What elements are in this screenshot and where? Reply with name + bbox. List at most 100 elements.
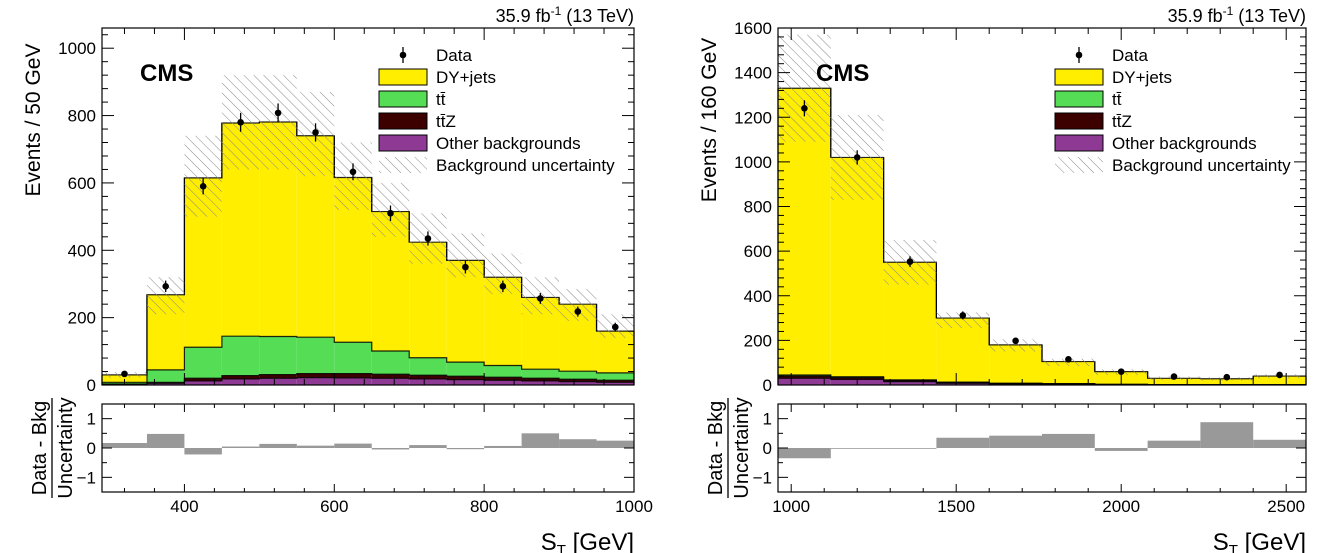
- histogram-bar: [409, 357, 447, 376]
- histogram-bar: [334, 373, 372, 378]
- histogram-bar: [221, 375, 260, 379]
- data-point: [199, 182, 207, 190]
- ratio-bar: [409, 445, 447, 448]
- legend-entry: DY+jets: [1112, 68, 1172, 87]
- ratio-bar: [596, 440, 634, 448]
- histogram-bar: [446, 362, 485, 377]
- x-label-subscript: T: [1229, 542, 1238, 553]
- ratio-y-label-denominator: Uncertainty: [55, 397, 77, 498]
- legend-swatch: [1054, 112, 1104, 130]
- legend-swatch: [378, 90, 428, 108]
- y-tick-label: 800: [744, 198, 772, 217]
- histogram-bar: [830, 377, 884, 380]
- data-point: [801, 105, 808, 112]
- legend-symbol: [378, 68, 428, 86]
- energy-label: (13 TeV): [1233, 6, 1306, 26]
- ratio-bar: [259, 443, 297, 448]
- legend-data-marker: [399, 51, 407, 59]
- y-tick-label: 1400: [734, 64, 772, 83]
- histogram-bar: [334, 377, 372, 385]
- legend-entry: tt̄: [1112, 90, 1122, 109]
- ratio-bar: [1094, 448, 1148, 451]
- y-tick-label: 1600: [734, 19, 772, 38]
- ratio-y-label-numerator: Data - Bkg: [29, 401, 51, 495]
- legend-entry: Other backgrounds: [1112, 134, 1257, 153]
- data-point: [387, 209, 394, 217]
- ratio-y-tick-label: −1: [77, 468, 96, 487]
- histogram-bar: [778, 378, 831, 385]
- data-point: [1012, 337, 1019, 345]
- x-tick-label: 400: [170, 497, 198, 516]
- ratio-y-tick-label: 1: [763, 410, 772, 429]
- x-label-main: S: [541, 529, 557, 553]
- legend-swatch: [378, 134, 428, 152]
- y-tick-label: 600: [744, 242, 772, 261]
- histogram-bar: [596, 382, 634, 385]
- histogram-bar: [936, 318, 990, 383]
- ratio-bar: [936, 437, 990, 448]
- histogram-bar: [446, 379, 485, 385]
- ratio-bar: [1253, 439, 1306, 448]
- histogram-bar: [409, 378, 447, 385]
- plot-frame: [101, 27, 635, 386]
- histogram-bar: [259, 378, 297, 385]
- histogram-bar: [146, 383, 185, 385]
- ratio-bar: [830, 448, 884, 449]
- stack-outline: [102, 335, 634, 383]
- legend-symbol: [1054, 68, 1104, 86]
- histogram-bar: [559, 379, 597, 382]
- histogram-bar: [596, 372, 634, 381]
- ratio-y-tick-label: 0: [763, 439, 772, 458]
- x-tick-label: 1000: [772, 497, 810, 516]
- y-axis: 0 200 400 600 800 1000: [58, 34, 634, 395]
- right-panel: 0 200 400 600 800 1000 1200 1400 1600 1000 1500 200…: [698, 4, 1307, 553]
- legend-symbol: [399, 47, 407, 63]
- ratio-y-label-numerator: Data - Bkg: [705, 401, 727, 495]
- histogram-bar: [936, 383, 990, 385]
- histogram-bar: [296, 377, 335, 385]
- legend-symbol: [379, 157, 427, 173]
- data-point: [853, 154, 861, 161]
- x-tick-label: 600: [320, 497, 348, 516]
- y-tick-label: 0: [87, 376, 96, 395]
- histogram-bar: [296, 373, 335, 378]
- data-point: [1170, 373, 1178, 380]
- x-label-unit: [GeV]: [1238, 529, 1306, 553]
- x-axis: 400 600 800 1000: [123, 28, 653, 516]
- x-axis: 1000 1500 2000 2500: [772, 28, 1305, 516]
- histogram-bar: [1147, 378, 1201, 385]
- luminosity-label: 35.9 fb-1 (13 TeV): [1168, 4, 1306, 26]
- x-label-subscript: T: [557, 542, 566, 553]
- series-dy-jets: [778, 88, 1306, 385]
- histogram-bar: [596, 331, 634, 373]
- histogram-bar: [883, 381, 937, 385]
- ratio-y-tick-label: 0: [87, 439, 96, 458]
- legend-symbol: [1054, 134, 1104, 152]
- lumi-value: 35.9 fb: [1168, 6, 1223, 26]
- y-tick-label: 200: [744, 331, 772, 350]
- x-label-main: S: [1213, 529, 1229, 553]
- histogram-bar: [102, 374, 147, 383]
- y-tick-label: 400: [744, 287, 772, 306]
- x-axis-label: ST [GeV]: [1213, 529, 1306, 553]
- histogram-bar: [778, 376, 831, 379]
- legend-entry: Other backgrounds: [436, 134, 581, 153]
- histogram-bar: [184, 380, 222, 385]
- legend-symbol: [378, 134, 428, 152]
- series-tt-: [102, 336, 634, 384]
- ratio-bar: [146, 433, 185, 448]
- data-point: [574, 308, 582, 315]
- histogram-bar: [1253, 376, 1306, 385]
- data-point: [237, 119, 244, 126]
- histogram-bar: [371, 378, 410, 385]
- y-tick-label: 800: [68, 107, 96, 126]
- histogram-bar: [371, 374, 410, 379]
- lumi-exponent: -1: [551, 4, 562, 18]
- ratio-y-label: Data - Bkg Uncertainty: [705, 397, 753, 498]
- x-axis-label: ST [GeV]: [541, 529, 634, 553]
- ratio-bar: [883, 448, 937, 449]
- legend-symbol: [1054, 112, 1104, 130]
- ratio-bar: [1147, 440, 1201, 448]
- ratio-bar: [102, 443, 147, 448]
- data-point: [121, 370, 128, 378]
